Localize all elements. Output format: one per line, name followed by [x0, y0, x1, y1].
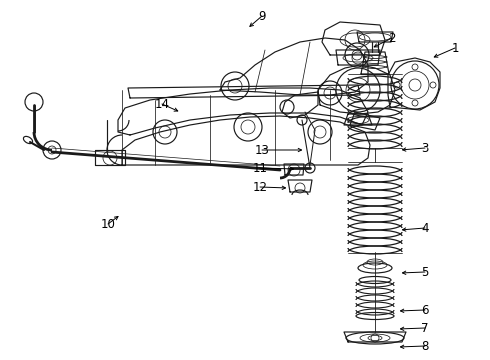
Text: 5: 5 — [421, 266, 429, 279]
Text: 2: 2 — [388, 32, 396, 45]
Text: 7: 7 — [421, 321, 429, 334]
Text: 12: 12 — [252, 180, 268, 194]
Text: 8: 8 — [421, 339, 429, 352]
Text: 3: 3 — [421, 141, 429, 154]
Text: 13: 13 — [255, 144, 270, 157]
Text: 9: 9 — [258, 9, 266, 23]
Text: 4: 4 — [421, 221, 429, 234]
Text: 11: 11 — [252, 162, 268, 175]
Text: 6: 6 — [421, 303, 429, 316]
Text: 10: 10 — [100, 217, 116, 230]
Text: 1: 1 — [451, 41, 459, 54]
Text: 14: 14 — [154, 98, 170, 111]
